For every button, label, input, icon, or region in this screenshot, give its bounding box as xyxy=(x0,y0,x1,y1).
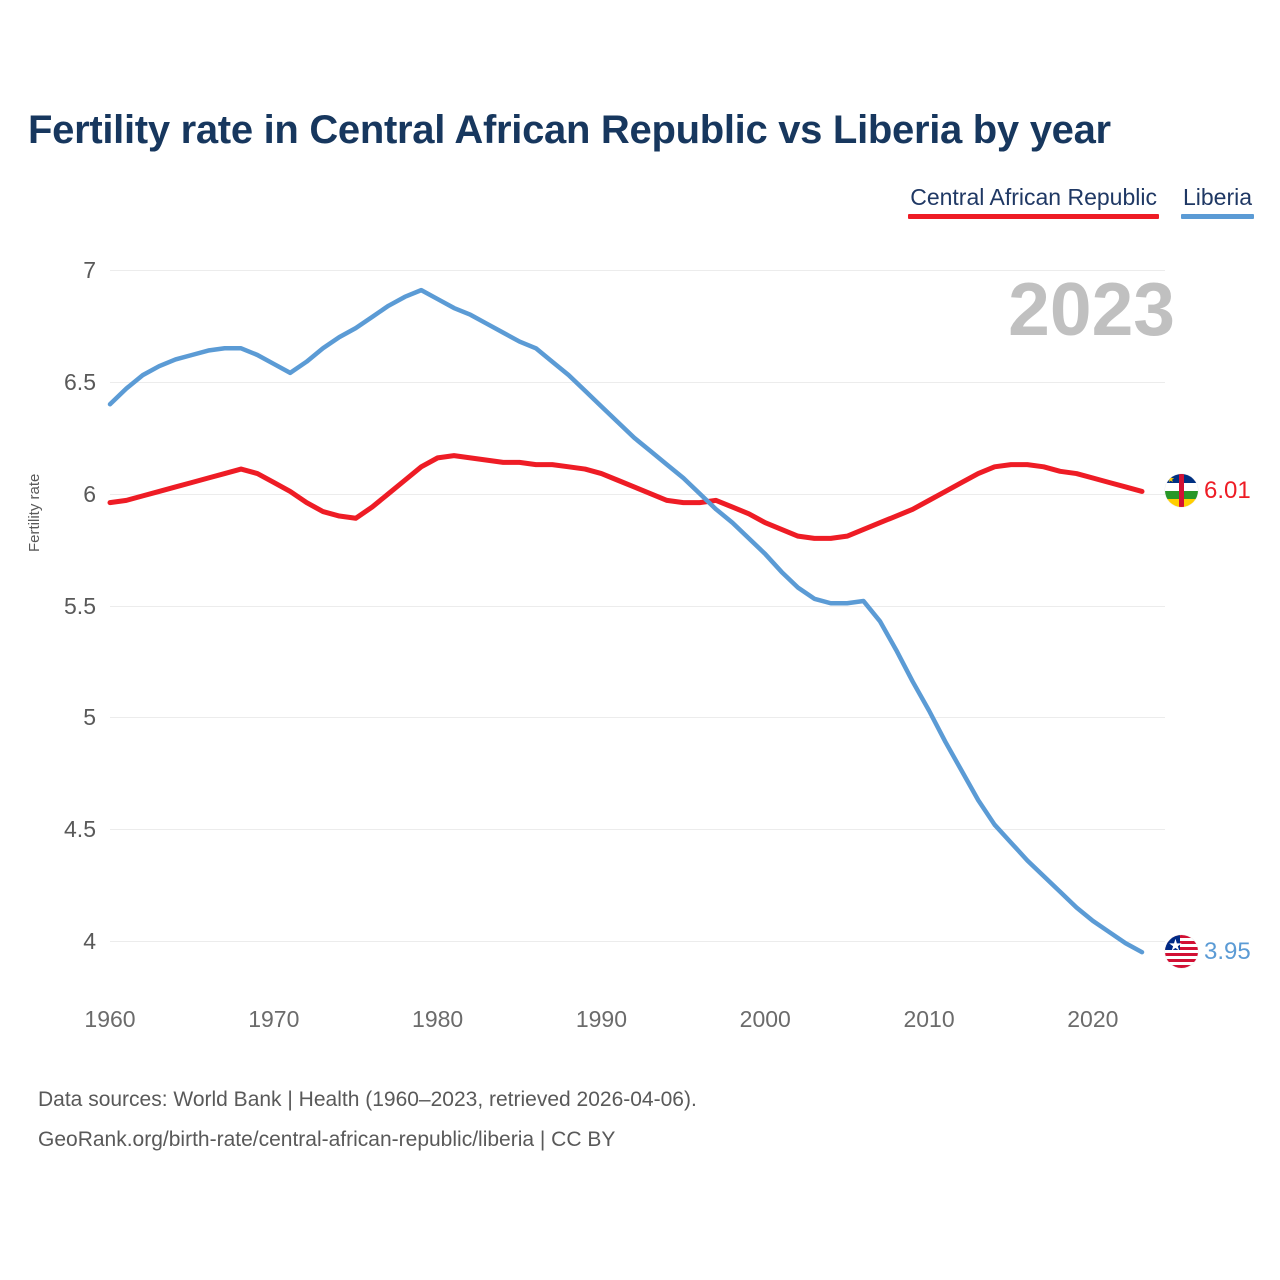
footer-data-sources: Data sources: World Bank | Health (1960–… xyxy=(38,1088,697,1111)
legend-item-central-african-republic[interactable]: Central African Republic xyxy=(908,182,1159,219)
chart-legend: Central African Republic Liberia xyxy=(908,182,1254,219)
gridline xyxy=(110,381,1165,383)
y-axis-tick-label: 6 xyxy=(83,480,96,507)
year-watermark: 2023 xyxy=(1008,267,1175,351)
x-axis-tick-label: 2020 xyxy=(1067,1006,1119,1032)
endpoint-value-central-african-republic: 6.01 xyxy=(1204,476,1251,504)
footer-attribution[interactable]: GeoRank.org/birth-rate/central-african-r… xyxy=(38,1128,616,1151)
legend-color-swatch-liberia xyxy=(1180,214,1254,219)
legend-label-liberia: Liberia xyxy=(1182,184,1252,210)
y-axis-tick-label: 4.5 xyxy=(64,816,96,843)
plot-area xyxy=(107,270,1165,955)
line-series-liberia xyxy=(107,287,1145,955)
series-lines xyxy=(107,287,1145,955)
legend-color-swatch-central-african-republic xyxy=(908,214,1159,219)
endpoint-liberia: 3.95 xyxy=(1165,935,1251,969)
x-axis-tick-label: 1990 xyxy=(575,1006,628,1032)
flag-icon-liberia xyxy=(1165,935,1198,969)
y-axis-tick-label: 4 xyxy=(83,928,96,954)
gridline xyxy=(110,941,1165,942)
legend-label-central-african-republic: Central African Republic xyxy=(910,184,1157,210)
x-axis-tick-label: 1960 xyxy=(84,1006,136,1032)
y-axis-tick-label: 5.5 xyxy=(64,592,96,619)
line-series-central-african-republic xyxy=(107,453,1145,541)
gridline xyxy=(110,270,1165,271)
gridline xyxy=(110,829,1165,831)
y-axis-tick-label: 7 xyxy=(83,257,96,283)
x-axis-tick-label: 2010 xyxy=(903,1006,955,1032)
legend-item-liberia[interactable]: Liberia xyxy=(1180,182,1254,219)
x-axis-tick-label: 1970 xyxy=(248,1006,300,1032)
gridline xyxy=(110,717,1165,719)
y-axis-tick-label: 5 xyxy=(83,704,96,731)
x-axis-tick-label: 1980 xyxy=(412,1006,464,1032)
flag-icon-central-african-republic xyxy=(1165,474,1198,508)
gridline xyxy=(110,493,1165,495)
endpoint-central-african-republic: 6.01 xyxy=(1165,474,1251,508)
page-title: Fertility rate in Central African Republ… xyxy=(28,108,1111,152)
x-axis-tick-label: 2000 xyxy=(739,1006,791,1032)
gridline xyxy=(110,605,1165,607)
endpoint-value-liberia: 3.95 xyxy=(1204,937,1251,965)
y-axis-tick-label: 6.5 xyxy=(64,368,96,395)
